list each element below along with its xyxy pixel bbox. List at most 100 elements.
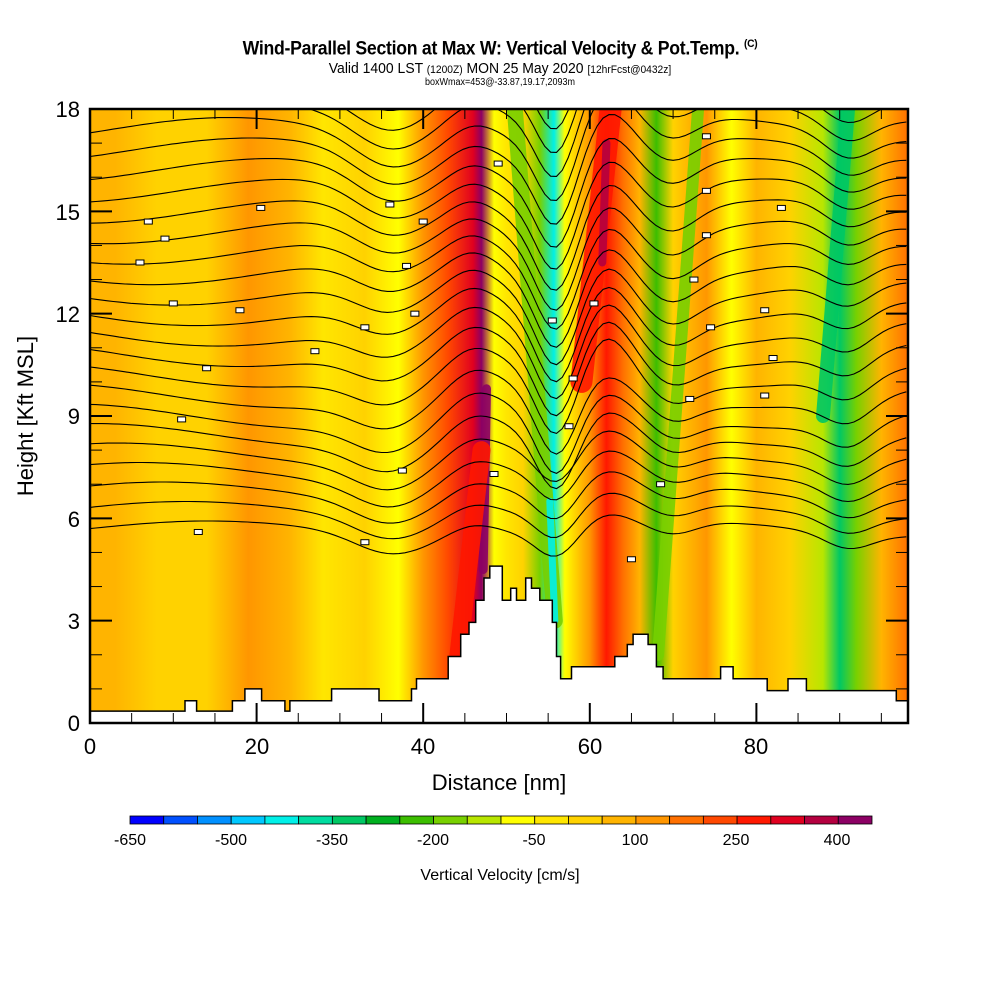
- theta-contour: [90, 492, 907, 540]
- colorbar-bin: [163, 815, 198, 825]
- colorbar-tick-label: -200: [417, 832, 449, 849]
- colorbar-bin: [230, 815, 266, 825]
- colorbar-bin: [331, 815, 367, 825]
- y-tick-labels: 0 3 6 9 12 15 18: [56, 97, 80, 736]
- theta-contour: [90, 249, 907, 348]
- axis-ticks: [89, 108, 908, 724]
- contour-label: [256, 204, 266, 211]
- contour-label: [143, 218, 153, 225]
- colorbar-bin: [466, 815, 502, 825]
- colorbar-tick-label: 250: [723, 832, 750, 849]
- colorbar-bin: [500, 815, 536, 825]
- x-tick-label: 80: [744, 734, 768, 759]
- contour-label: [589, 300, 599, 307]
- y-tick-label: 3: [68, 609, 80, 634]
- colorbar-tick-labels: -650 -500 -350 -200 -50 100 250 400: [114, 832, 850, 849]
- contour-label: [168, 300, 178, 307]
- theta-contour: [90, 338, 907, 435]
- theta-contour: [90, 321, 907, 417]
- colorbar-bin: [669, 815, 704, 825]
- valid-time-utc: (1200Z): [426, 64, 463, 76]
- copyright-mark: (C): [743, 38, 758, 50]
- chart-title-text: Wind-Parallel Section at Max W: Vertical…: [242, 38, 740, 60]
- velocity-core: [546, 497, 559, 625]
- valid-time-local: Valid 1400 LST: [328, 60, 423, 77]
- y-tick-label: 6: [68, 507, 80, 532]
- box-info: boxWmax=453@-33.87,19.17,2093m: [425, 77, 575, 88]
- y-tick-label: 18: [56, 97, 80, 122]
- colorbar-bin: [534, 815, 569, 825]
- contour-label: [564, 423, 574, 430]
- theta-contour: [90, 109, 907, 201]
- theta-contour: [90, 304, 907, 400]
- colorbar-bin: [433, 815, 468, 825]
- contour-label: [656, 481, 666, 488]
- y-axis-title: Height [Kft MSL]: [13, 336, 38, 496]
- contour-label: [768, 355, 778, 362]
- colorbar-tick-label: -650: [114, 832, 146, 849]
- contour-label: [685, 395, 695, 402]
- valid-date: MON 25 May 2020: [466, 60, 584, 77]
- colorbar-bin: [399, 815, 434, 825]
- theta-contour: [90, 450, 907, 508]
- colorbar-tick-label: 400: [824, 832, 851, 849]
- theta-contour: [90, 369, 907, 455]
- x-tick-label: 60: [578, 734, 602, 759]
- colorbar-bin: [197, 815, 232, 825]
- theta-contour: [90, 392, 907, 475]
- contour-label: [397, 467, 407, 474]
- velocity-core: [598, 139, 611, 267]
- theta-contour: [90, 268, 907, 366]
- contour-label: [776, 204, 786, 211]
- theta-contour: [90, 228, 907, 330]
- colorbar-tick-label: -350: [316, 832, 348, 849]
- contour-label: [760, 392, 770, 399]
- contour-label: [489, 470, 499, 477]
- x-axis-title: Distance [nm]: [432, 770, 567, 795]
- chart-title: Wind-Parallel Section at Max W: Vertical…: [35, 38, 965, 60]
- y-tick-label: 0: [68, 711, 80, 736]
- velocity-core: [816, 109, 856, 423]
- colorbar-tick-label: -50: [522, 832, 545, 849]
- contour-label: [135, 259, 145, 266]
- contour-label: [160, 235, 170, 242]
- colorbar-bin: [129, 815, 165, 825]
- theta-contour: [90, 161, 907, 270]
- y-tick-label: 12: [56, 302, 80, 327]
- theta-contour: [90, 286, 907, 383]
- colorbar-bin: [804, 815, 839, 825]
- contour-label: [701, 232, 711, 239]
- theta-contour: [90, 471, 907, 524]
- x-tick-label: 20: [245, 734, 269, 759]
- colorbar-bin: [702, 815, 738, 825]
- theta-contour: [90, 430, 907, 491]
- colorbar-bin: [635, 815, 671, 825]
- y-tick-label: 15: [56, 200, 80, 225]
- contour-label: [177, 416, 187, 423]
- theta-contour: [90, 412, 907, 490]
- contour-label: [310, 348, 320, 355]
- theta-contour: [90, 207, 907, 311]
- contour-label: [706, 324, 716, 331]
- contour-label: [360, 324, 370, 331]
- contour-label: [701, 133, 711, 140]
- contour-label: [626, 556, 636, 563]
- contour-label: [385, 201, 395, 208]
- chart-subtitle: Valid 1400 LST (1200Z) MON 25 May 2020 […: [35, 60, 965, 77]
- contour-label: [360, 539, 370, 546]
- theta-contour-labels: [135, 133, 786, 563]
- theta-contours: [90, 109, 907, 557]
- colorbar-bin: [837, 815, 873, 825]
- contour-label: [493, 160, 503, 167]
- colorbar-bin: [298, 815, 333, 825]
- x-tick-label: 40: [411, 734, 435, 759]
- contour-label: [193, 528, 203, 535]
- contour-label: [568, 375, 578, 382]
- theta-contour: [90, 138, 907, 248]
- terrain: [90, 565, 908, 723]
- colorbar-bin: [770, 815, 805, 825]
- x-tick-label: 0: [84, 734, 96, 759]
- colorbar-tick-label: -500: [215, 832, 247, 849]
- colorbar: [129, 815, 873, 825]
